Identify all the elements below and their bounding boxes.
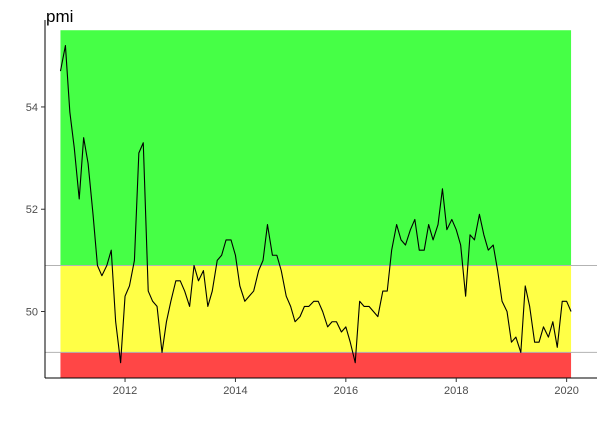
series-line-0: [59, 45, 572, 364]
y-tick-label: 54: [26, 102, 38, 114]
y-tick-label: 50: [26, 307, 38, 319]
y-ticks: 50 52 54: [26, 102, 45, 319]
chart-title: pmi: [46, 7, 73, 26]
band-0: [60, 30, 572, 266]
band-1: [60, 265, 572, 353]
x-tick-label: 2012: [113, 385, 137, 397]
y-tick-label: 52: [26, 204, 38, 216]
axes: [44, 20, 597, 379]
x-tick-label: 2014: [223, 385, 247, 397]
band-2: [60, 352, 572, 378]
x-tick-label: 2018: [444, 385, 468, 397]
x-ticks: 2012 2014 2016 2018 2020: [113, 378, 579, 397]
series-layer: [59, 45, 572, 364]
reference-lines: [45, 264, 597, 353]
x-tick-label: 2016: [334, 385, 358, 397]
x-tick-label: 2020: [554, 385, 578, 397]
